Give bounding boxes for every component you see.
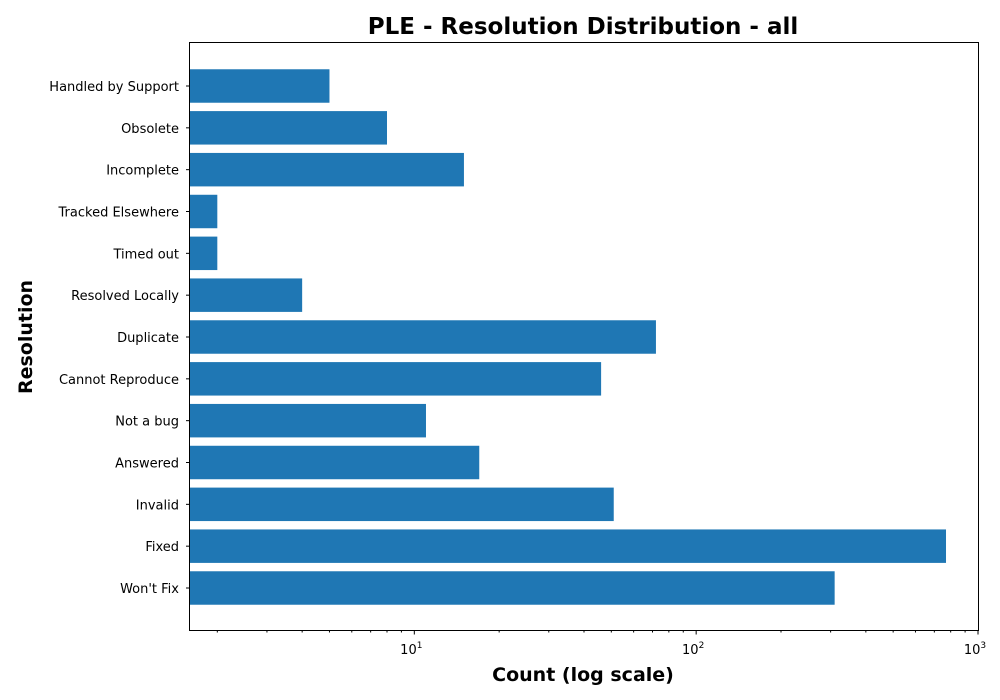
bar <box>190 362 602 396</box>
bar <box>190 278 303 312</box>
y-tick-label: Fixed <box>145 540 179 555</box>
x-tick-label: 103 <box>964 641 986 658</box>
y-tick-label: Duplicate <box>117 331 179 346</box>
y-tick-label: Cannot Reproduce <box>59 373 179 388</box>
y-tick-label: Timed out <box>113 247 180 262</box>
y-tick-label: Incomplete <box>106 164 179 179</box>
bar <box>190 194 218 229</box>
x-tick-label: 102 <box>682 641 704 658</box>
y-tick-label: Obsolete <box>121 122 179 137</box>
bar <box>190 152 464 187</box>
bar <box>190 111 387 145</box>
bar <box>190 487 614 522</box>
y-tick-label: Won't Fix <box>120 582 179 597</box>
bar <box>190 320 656 354</box>
bar <box>190 69 330 103</box>
x-tick-label: 101 <box>400 641 422 658</box>
x-axis-label: Count (log scale) <box>492 664 674 686</box>
y-tick-label: Answered <box>115 457 179 472</box>
bar <box>190 403 426 438</box>
y-axis-label: Resolution <box>15 280 37 394</box>
bar <box>190 445 480 480</box>
y-tick-label: Handled by Support <box>49 80 179 95</box>
bar <box>190 571 835 605</box>
y-tick-label: Resolved Locally <box>71 289 179 304</box>
y-tick-label: Invalid <box>136 498 179 513</box>
bar <box>190 529 947 563</box>
plot-frame <box>189 42 979 631</box>
y-tick-label: Tracked Elsewhere <box>58 206 179 221</box>
y-ticks: Handled by Support Obsolete Incomplete Trac… <box>49 80 190 597</box>
y-tick-label: Not a bug <box>115 415 179 430</box>
bar <box>190 236 218 271</box>
chart-title: PLE - Resolution Distribution - all <box>368 14 799 40</box>
bars <box>190 69 947 605</box>
x-ticks: 101 102 103 <box>216 630 986 658</box>
